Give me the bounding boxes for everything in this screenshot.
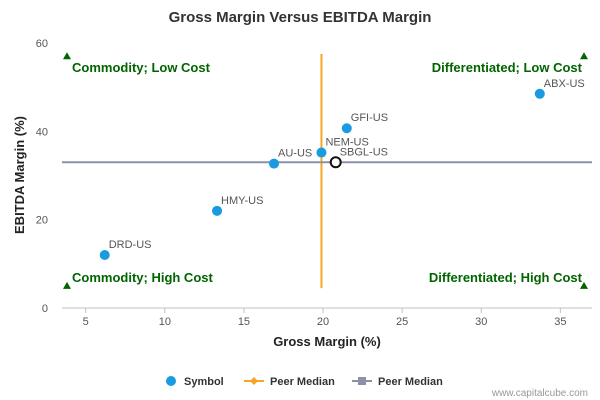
legend-label-symbol: Symbol <box>184 376 224 388</box>
x-tick-label: 15 <box>238 316 250 328</box>
x-axis-title: Gross Margin (%) <box>273 334 381 349</box>
x-tick-label: 20 <box>317 316 329 328</box>
data-point <box>316 147 327 158</box>
x-tick-label: 35 <box>554 316 566 328</box>
highlight-point <box>329 156 342 169</box>
y-axis-title: EBITDA Margin (%) <box>12 116 27 234</box>
x-tick-label: 25 <box>396 316 408 328</box>
quadrant-marker-triangle <box>63 52 71 60</box>
quadrant-label-top-right: Differentiated; Low Cost <box>432 60 583 75</box>
legend-symbol-marker <box>166 376 176 386</box>
x-tick-label: 5 <box>83 316 89 328</box>
quadrant-marker-triangle <box>580 281 588 289</box>
data-point-label: NEM-US <box>325 137 368 149</box>
x-tick-label: 30 <box>475 316 487 328</box>
quadrant-label-top-left: Commodity; Low Cost <box>72 60 211 75</box>
legend-label-peer-median: Peer Median <box>378 376 443 388</box>
data-point-label: AU-US <box>278 148 312 160</box>
data-point-label: GFI-US <box>351 112 388 124</box>
data-point <box>212 205 223 216</box>
y-tick-label: 20 <box>36 215 48 227</box>
highlight-point-label: SBGL-US <box>340 146 388 158</box>
quadrant-marker-triangle <box>63 281 71 289</box>
data-point <box>534 88 545 99</box>
x-tick-label: 10 <box>159 316 171 328</box>
data-point-label: DRD-US <box>109 239 152 251</box>
data-point <box>269 158 279 169</box>
y-tick-label: 40 <box>36 126 48 138</box>
data-point <box>341 123 352 134</box>
chart-title: Gross Margin Versus EBITDA Margin <box>169 9 432 26</box>
quadrant-label-bottom-right: Differentiated; High Cost <box>429 270 583 285</box>
quadrant-label-bottom-left: Commodity; High Cost <box>72 270 213 285</box>
data-point <box>99 250 110 260</box>
data-point-label: ABX-US <box>544 78 585 90</box>
legend-peer-median-marker <box>358 377 366 385</box>
quadrant-marker-triangle <box>580 52 588 60</box>
credit-text: www.capitalcube.com <box>491 388 588 399</box>
y-tick-label: 0 <box>42 303 48 315</box>
legend-label-peer-median: Peer Median <box>270 376 335 388</box>
legend-peer-median-marker <box>250 377 258 385</box>
data-point-label: HMY-US <box>221 195 263 207</box>
y-tick-label: 60 <box>36 38 48 50</box>
